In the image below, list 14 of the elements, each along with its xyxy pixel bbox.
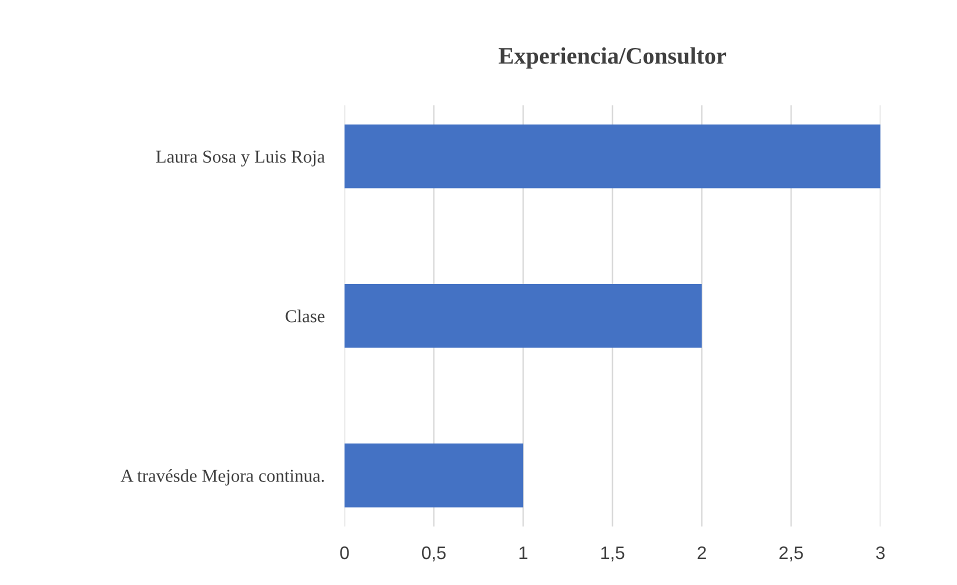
x-tick-label: 1,5 xyxy=(601,546,624,562)
bar xyxy=(344,284,702,348)
x-tick-label: 2,5 xyxy=(779,546,803,562)
x-tick-label: 0,5 xyxy=(422,546,446,562)
chart-title: Experiencia/Consultor xyxy=(498,47,726,69)
x-tick-label: 1 xyxy=(520,546,528,560)
y-tick-label: A travésde Mejora continua. xyxy=(120,469,324,486)
y-tick-label: Laura Sosa y Luis Roja xyxy=(156,150,325,166)
bar xyxy=(344,444,524,508)
bar xyxy=(344,124,880,188)
x-tick-label: 0 xyxy=(340,546,349,560)
x-tick-label: 3 xyxy=(876,546,885,560)
y-tick-label: Clase xyxy=(286,310,324,322)
x-tick-label: 2 xyxy=(698,546,706,560)
